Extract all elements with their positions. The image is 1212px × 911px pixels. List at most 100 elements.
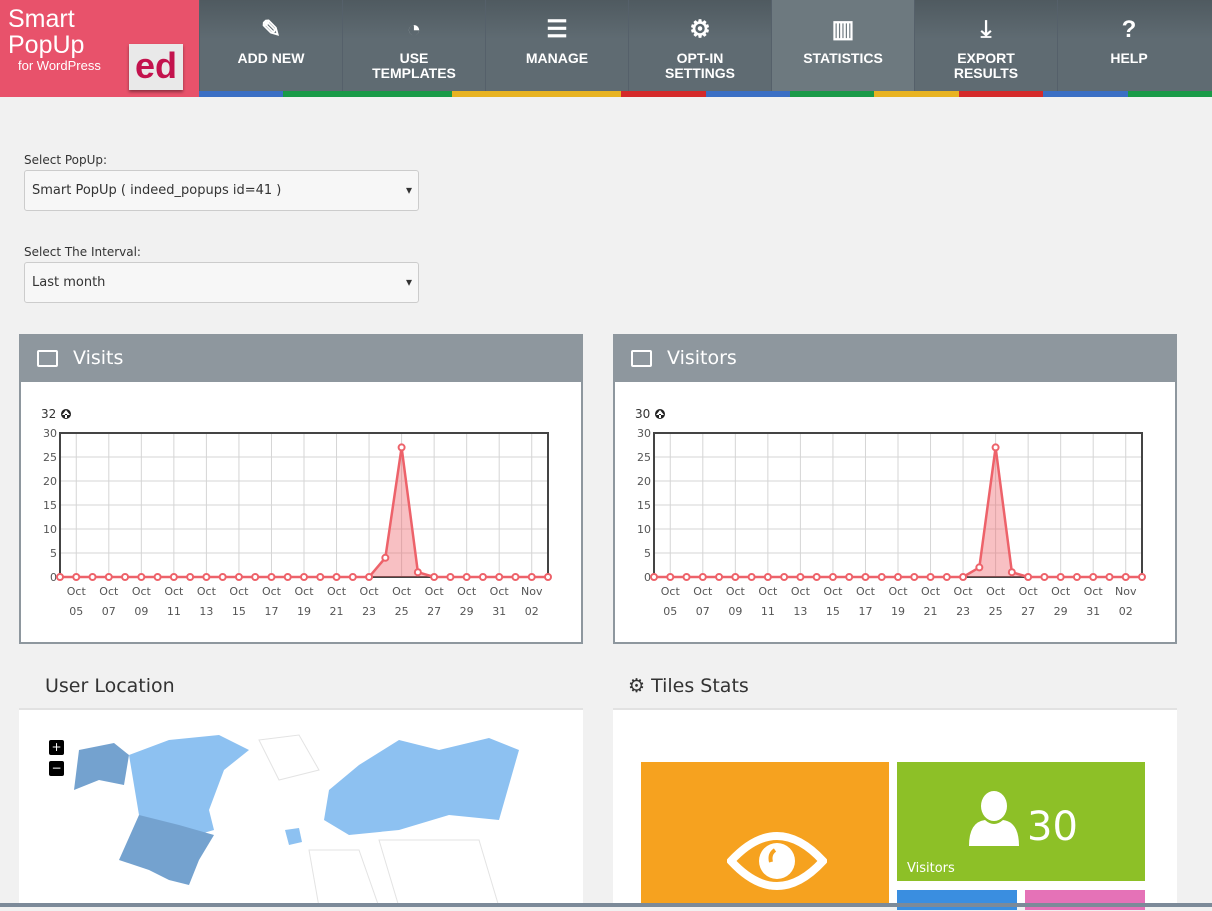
visitors-panel: Visitors 30 0 5 10 15 20 25 30 Oct 05 Oct 07 Oct 09 Oc… xyxy=(613,334,1177,644)
nav-manage[interactable]: ☰ MANAGE xyxy=(485,0,628,91)
pink-tile[interactable] xyxy=(1025,890,1145,910)
color-strip xyxy=(199,91,1212,97)
tiles-box: 30 Visitors xyxy=(613,708,1177,910)
data-point xyxy=(828,573,837,581)
data-point xyxy=(478,573,487,581)
data-point xyxy=(56,573,64,581)
data-point xyxy=(666,573,675,581)
nav-opt-in-settings[interactable]: ⚙ OPT-IN SETTINGS xyxy=(628,0,771,91)
x-tick-month: Oct xyxy=(693,585,713,598)
data-point xyxy=(283,573,292,581)
bar-chart-icon xyxy=(631,350,652,367)
visits-tile[interactable] xyxy=(641,762,889,907)
x-tick-day: 31 xyxy=(1086,605,1100,618)
nav-help[interactable]: ? HELP xyxy=(1057,0,1200,91)
country-usa xyxy=(119,815,214,885)
x-tick-month: Oct xyxy=(791,585,811,598)
bar-chart-icon: ▥ xyxy=(831,16,855,43)
x-tick-month: Oct xyxy=(490,585,510,598)
strip-segment xyxy=(1043,91,1128,97)
x-tick-day: 29 xyxy=(460,605,474,618)
x-tick-month: Oct xyxy=(921,585,941,598)
world-map[interactable]: + − xyxy=(19,708,583,908)
select-interval-dropdown[interactable]: Last month xyxy=(24,262,419,303)
data-point xyxy=(104,573,113,581)
max-value-label: 30 xyxy=(635,407,650,421)
data-point xyxy=(72,573,81,581)
logo-text: PopUp xyxy=(8,31,85,59)
x-tick-month: Oct xyxy=(1019,585,1039,598)
strip-segment xyxy=(1127,91,1212,97)
data-point xyxy=(942,573,951,581)
x-tick-month: Oct xyxy=(457,585,477,598)
x-tick-day: 23 xyxy=(956,605,970,618)
strip-segment xyxy=(452,91,537,97)
data-point xyxy=(332,573,341,581)
data-point xyxy=(1105,573,1114,581)
data-point xyxy=(1072,573,1081,581)
bottom-border xyxy=(0,903,1212,907)
x-tick-day: 21 xyxy=(330,605,344,618)
x-tick-day: 21 xyxy=(924,605,938,618)
x-tick-day: 17 xyxy=(264,605,278,618)
data-point xyxy=(137,573,146,581)
x-tick-month: Nov xyxy=(1115,585,1137,598)
x-tick-month: Oct xyxy=(99,585,119,598)
x-tick-day: 11 xyxy=(167,605,181,618)
data-point xyxy=(218,573,227,581)
tiles-stats-label: Tiles Stats xyxy=(651,675,749,697)
data-point xyxy=(544,573,552,581)
x-tick-day: 09 xyxy=(134,605,148,618)
download-icon: ⤓ xyxy=(980,16,992,43)
data-point xyxy=(1056,573,1065,581)
y-tick-label: 30 xyxy=(43,427,57,440)
data-point xyxy=(682,573,691,581)
data-point xyxy=(1007,568,1016,577)
gear-icon: ⚙ xyxy=(628,675,646,697)
data-point xyxy=(910,573,919,581)
x-tick-month: Oct xyxy=(1084,585,1104,598)
zoom-out-button[interactable]: − xyxy=(49,761,64,776)
x-tick-day: 19 xyxy=(297,605,311,618)
country-alaska xyxy=(74,743,129,790)
dashboard-icon: ◔ xyxy=(406,16,422,43)
visitors-chart: 30051015202530Oct05Oct07Oct09Oct11Oct13O… xyxy=(635,407,1146,618)
logo[interactable]: Smart PopUp for WordPress ed xyxy=(0,0,199,97)
data-point xyxy=(316,573,325,581)
data-point xyxy=(796,573,805,581)
x-tick-month: Oct xyxy=(294,585,314,598)
data-point xyxy=(300,573,308,581)
top-navigation: Smart PopUp for WordPress ed ✎ ADD NEW ◔ USE… xyxy=(0,0,1212,97)
data-point xyxy=(975,563,984,572)
x-tick-month: Oct xyxy=(229,585,249,598)
x-tick-day: 09 xyxy=(728,605,742,618)
nav-statistics[interactable]: ▥ STATISTICS xyxy=(771,0,914,91)
data-point xyxy=(991,443,1000,452)
nav-add-new[interactable]: ✎ ADD NEW xyxy=(199,0,342,91)
visitors-label: Visitors xyxy=(907,861,955,876)
country-france xyxy=(285,828,302,845)
data-point xyxy=(511,573,520,581)
data-point xyxy=(169,573,178,581)
nav-export-results[interactable]: ⤓ EXPORT RESULTS xyxy=(914,0,1057,91)
visitors-tile[interactable]: 30 Visitors xyxy=(897,762,1145,881)
map-svg xyxy=(74,734,519,908)
data-point xyxy=(121,573,130,581)
y-tick-label: 10 xyxy=(637,523,651,536)
data-point xyxy=(186,573,195,581)
select-popup-dropdown[interactable]: Smart PopUp ( indeed_popups id=41 ) xyxy=(24,170,419,211)
nav-label: USE TEMPLATES xyxy=(372,50,456,81)
data-point xyxy=(812,573,821,581)
x-tick-day: 15 xyxy=(826,605,840,618)
y-tick-label: 5 xyxy=(644,547,651,560)
x-tick-day: 07 xyxy=(696,605,710,618)
data-point xyxy=(877,573,886,581)
nav-use-templates[interactable]: ◔ USE TEMPLATES xyxy=(342,0,485,91)
arrow-up-glyph xyxy=(656,410,664,418)
edit-icon: ✎ xyxy=(260,16,282,43)
blue-tile[interactable] xyxy=(897,890,1017,910)
max-value-label: 32 xyxy=(41,407,56,421)
zoom-in-button[interactable]: + xyxy=(49,740,64,755)
y-tick-label: 10 xyxy=(43,523,57,536)
x-tick-month: Oct xyxy=(327,585,347,598)
